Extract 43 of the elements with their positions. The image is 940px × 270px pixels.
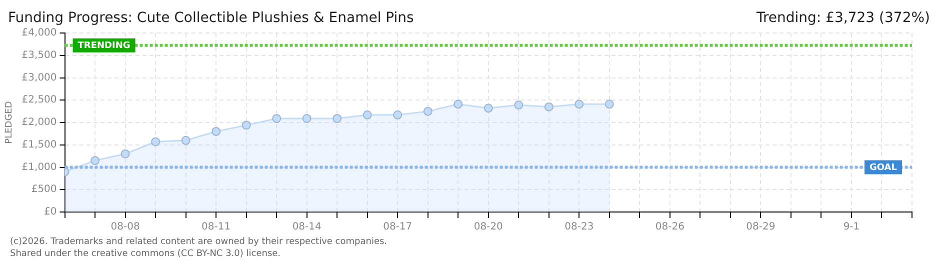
x-tick-label: 08-29 — [746, 222, 776, 233]
chart-title: Funding Progress: Cute Collectible Plushies & Enamel Pins — [8, 10, 414, 26]
y-tick-label: £4,000 — [22, 28, 57, 39]
x-tick-label: 08-23 — [564, 222, 594, 233]
y-tick-label: £1,500 — [22, 139, 57, 150]
point — [242, 120, 251, 130]
point — [604, 100, 614, 109]
ref-line-label: TRENDING — [78, 41, 130, 52]
text: Shared under the creative commons (CC BY-NC 3.0) license. — [10, 248, 282, 260]
x-tick-label: 08-08 — [110, 222, 140, 233]
y-axis-title: PLEDGED — [4, 101, 15, 144]
point — [151, 137, 160, 146]
point — [514, 100, 524, 110]
x-tick-label: 9-1 — [843, 222, 860, 233]
x-tick-label: 08-14 — [292, 222, 322, 233]
point — [302, 114, 312, 123]
point — [181, 136, 190, 145]
point — [120, 149, 130, 158]
point — [90, 156, 100, 166]
x-tick-label: 08-20 — [474, 222, 503, 233]
point — [574, 100, 584, 109]
y-tick-label: £0 — [44, 206, 57, 218]
y-tick-label: £2,500 — [22, 94, 57, 106]
point — [362, 110, 372, 120]
ref-line-label: GOAL — [870, 163, 898, 174]
point — [544, 102, 554, 112]
point — [423, 106, 432, 116]
x-tick-label: 08-26 — [655, 222, 684, 233]
x-tick-label: 08-17 — [383, 222, 412, 233]
point — [454, 100, 463, 109]
point — [212, 126, 221, 136]
point — [272, 114, 282, 123]
y-tick-label: £3,500 — [22, 50, 57, 61]
point — [332, 114, 342, 123]
chart-subtitle: Trending: £3,723 (372%) — [756, 10, 930, 26]
text: (c)2026. Trademarks and related content are owned by their respective companies. — [10, 236, 388, 248]
y-tick-label: £3,000 — [22, 72, 57, 84]
y-tick-label: £1,000 — [22, 162, 57, 173]
y-tick-label: £500 — [31, 184, 57, 196]
point — [484, 104, 493, 113]
point — [393, 110, 402, 120]
y-tick-label: £2,000 — [22, 117, 57, 128]
x-tick-label: 08-11 — [202, 222, 231, 233]
